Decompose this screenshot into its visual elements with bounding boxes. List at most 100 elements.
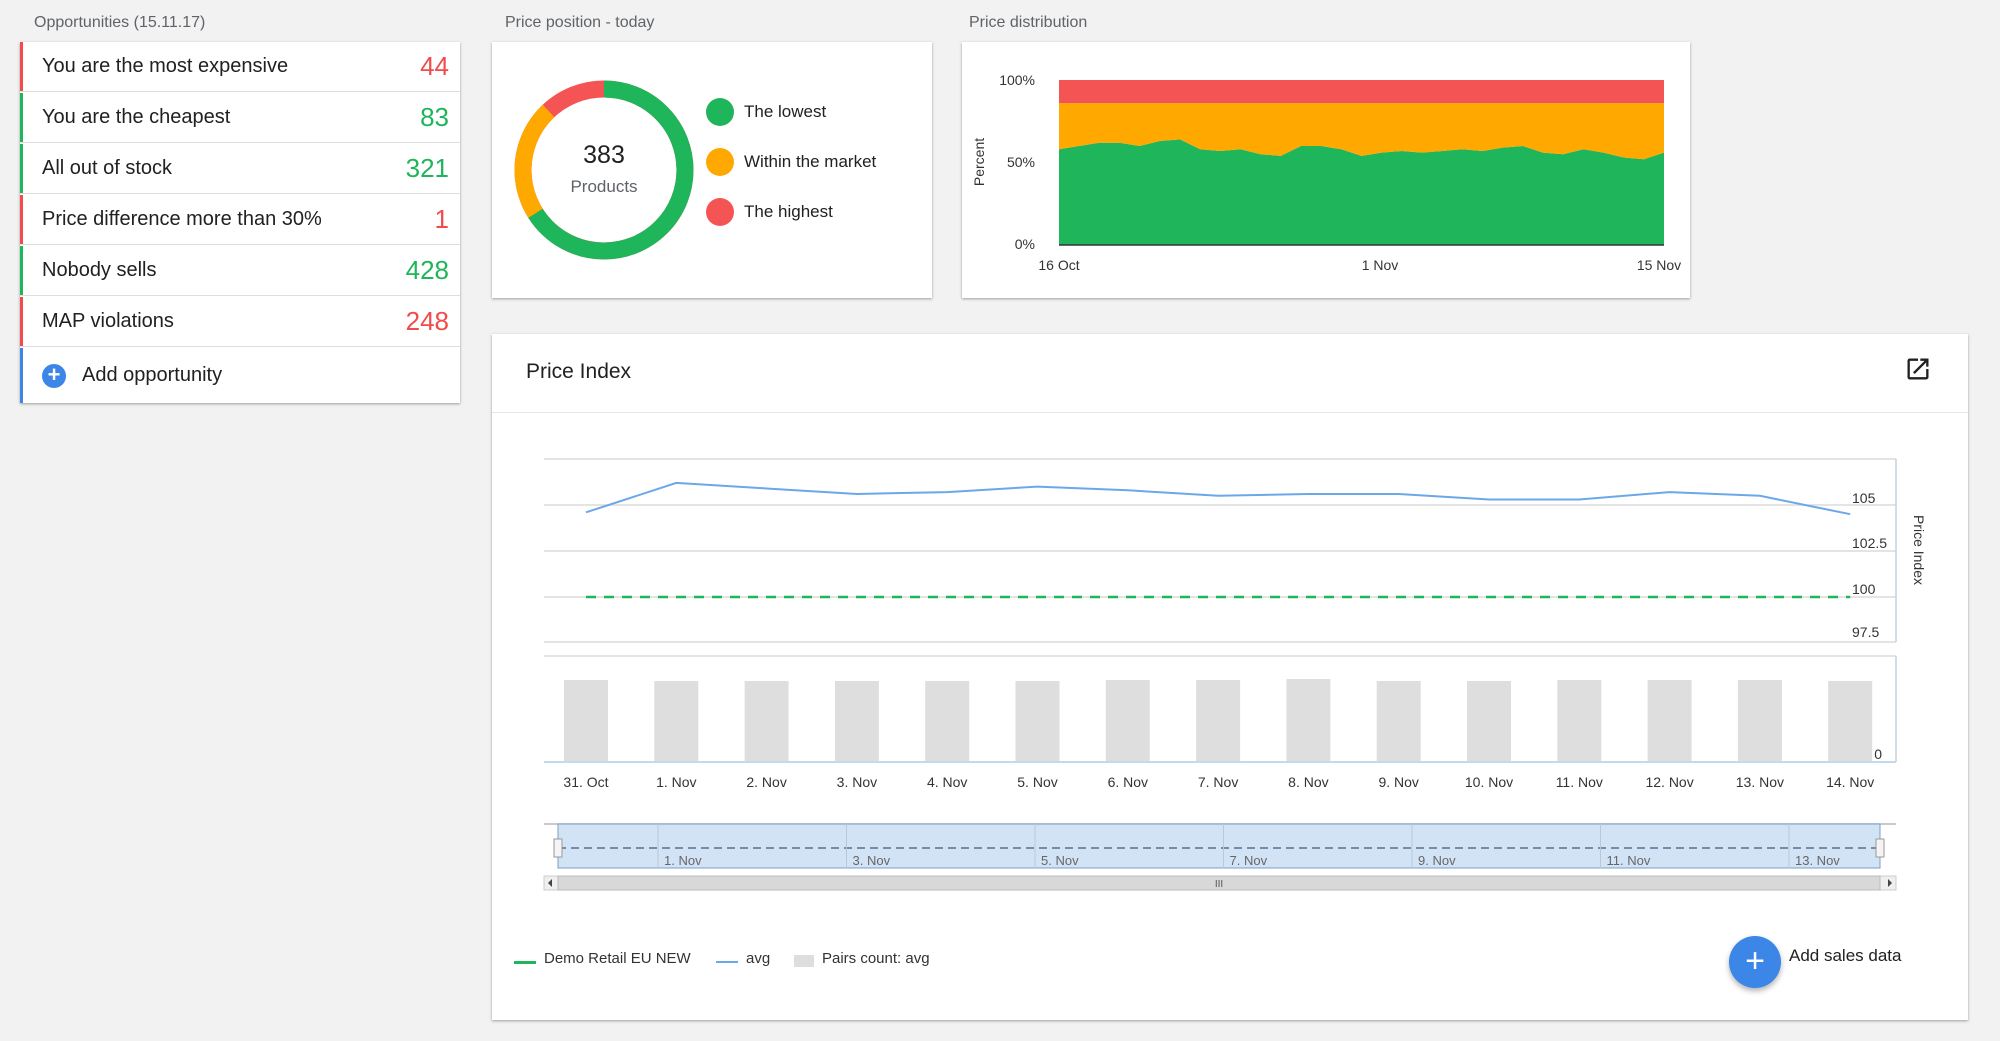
pairs-count-bar[interactable]: [1105, 680, 1150, 762]
row-indicator: [20, 195, 23, 244]
opportunity-row-map-violations[interactable]: MAP violations 248: [20, 297, 460, 347]
x-tick-label: 2. Nov: [746, 774, 786, 790]
opportunity-row-out-of-stock[interactable]: All out of stock 321: [20, 144, 460, 194]
pairs-count-bar[interactable]: [1828, 681, 1873, 762]
pairs-count-bar[interactable]: [1376, 681, 1421, 762]
x-tick-label: 11. Nov: [1556, 774, 1603, 790]
x-tick-label: 15 Nov: [1637, 257, 1681, 273]
opportunities-title: Opportunities (15.11.17): [34, 14, 206, 31]
opportunity-label: You are the cheapest: [42, 106, 231, 128]
y-tick-label: 100: [1852, 581, 1876, 597]
add-sales-data-button[interactable]: +: [1729, 936, 1781, 988]
add-opportunity-button[interactable]: + Add opportunity: [20, 348, 460, 403]
pairs-count-bar[interactable]: [654, 681, 699, 762]
pairs-count-bar[interactable]: [1557, 680, 1602, 762]
legend-label: Demo Retail EU NEW: [544, 950, 691, 967]
y-axis-title: Price Index: [1911, 515, 1927, 585]
grid: [544, 458, 1896, 657]
scroll-right-arrow-icon[interactable]: [1888, 879, 1892, 887]
pairs-count-bar[interactable]: [1737, 680, 1782, 762]
row-indicator: [20, 246, 23, 295]
price-distribution-card: 100% 50% 0% Percent 16 Oct 1 Nov 15 Nov: [962, 42, 1690, 298]
x-tick-label: 10. Nov: [1465, 774, 1513, 790]
area-series-the-lowest: [1059, 139, 1664, 245]
legend-box-swatch: [794, 955, 814, 967]
price-position-title: Price position - today: [505, 14, 655, 31]
x-tick-label: 14. Nov: [1826, 774, 1874, 790]
row-indicator: [20, 348, 23, 403]
legend-line-swatch: [716, 961, 738, 963]
pairs-count-bar[interactable]: [1647, 680, 1692, 762]
navigator-selection[interactable]: [557, 823, 1881, 869]
plus-icon: +: [1745, 942, 1765, 980]
legend-label: Pairs count: avg: [822, 950, 930, 967]
navigator-label: 1. Nov: [664, 853, 702, 868]
range-navigator[interactable]: 1. Nov 3. Nov 5. Nov 7. Nov 9. Nov 11. Nov 13.…: [543, 823, 1897, 891]
row-indicator: [20, 144, 23, 193]
legend-label-highest[interactable]: The highest: [744, 202, 833, 221]
header-divider: [492, 412, 1968, 413]
x-tick-label: 12. Nov: [1645, 774, 1693, 790]
x-tick-label: 7. Nov: [1198, 774, 1238, 790]
navigator-right-handle[interactable]: [1875, 838, 1885, 858]
plus-icon: +: [42, 363, 66, 388]
x-tick-label: 31. Oct: [563, 774, 608, 790]
price-index-card: Price Index 105 102.5 100 97.5 Price Ind…: [492, 334, 1968, 1020]
legend-label-lowest[interactable]: The lowest: [744, 102, 827, 121]
scroll-left-arrow-icon[interactable]: [548, 879, 552, 887]
pairs-count-bar[interactable]: [744, 681, 789, 762]
legend-dot-highest: [706, 198, 734, 226]
donut-total: 383: [583, 141, 625, 169]
y-axis-label: Percent: [971, 138, 987, 186]
price-position-card: 383 Products The lowest Within the marke…: [492, 42, 932, 298]
scrollbar-grip-icon: III: [1215, 879, 1223, 890]
open-external-icon[interactable]: [1904, 355, 1932, 383]
pairs-count-bar[interactable]: [1196, 680, 1241, 762]
opportunity-count: 248: [405, 306, 449, 336]
y-tick-label: 50%: [1007, 154, 1035, 170]
price-position-donut: 383 Products: [514, 80, 694, 260]
navigator-label: 9. Nov: [1418, 853, 1456, 868]
add-sales-data-label[interactable]: Add sales data: [1789, 946, 1902, 965]
y-tick-label: 102.5: [1852, 535, 1887, 551]
pairs-count-bar[interactable]: [834, 681, 879, 762]
add-opportunity-label: Add opportunity: [82, 364, 223, 386]
legend-line-swatch: [514, 961, 536, 964]
price-index-title: Price Index: [526, 360, 632, 383]
opportunity-label: Price difference more than 30%: [42, 208, 322, 230]
opportunity-row-nobody-sells[interactable]: Nobody sells 428: [20, 246, 460, 296]
navigator-label: 5. Nov: [1041, 853, 1079, 868]
opportunity-count: 321: [405, 153, 449, 183]
navigator-label: 11. Nov: [1607, 853, 1651, 868]
opportunity-count: 428: [405, 255, 449, 285]
pairs-count-bar[interactable]: [925, 681, 970, 762]
price-index-chart: 105 102.5 100 97.5 Price Index 0 31. Oct…: [543, 458, 1927, 891]
opportunity-label: MAP violations: [42, 310, 174, 332]
legend-dot-lowest: [706, 98, 734, 126]
legend-dot-within: [706, 148, 734, 176]
navigator-scrollbar-thumb[interactable]: [557, 875, 1881, 891]
area-series-within-the-market: [1059, 103, 1664, 160]
price-distribution-chart: 100% 50% 0% Percent 16 Oct 1 Nov 15 Nov: [971, 72, 1681, 273]
x-tick-label: 4. Nov: [927, 774, 967, 790]
x-tick-label: 13. Nov: [1736, 774, 1784, 790]
opportunity-row-most-expensive[interactable]: You are the most expensive 44: [20, 42, 460, 92]
x-tick-label: 1 Nov: [1362, 257, 1399, 273]
legend-label: avg: [746, 950, 771, 967]
pairs-count-bar[interactable]: [1286, 679, 1331, 762]
x-tick-label: 1. Nov: [656, 774, 696, 790]
pairs-count-bar[interactable]: [1467, 681, 1511, 762]
x-tick-label: 6. Nov: [1108, 774, 1148, 790]
pairs-count-bar[interactable]: [1015, 681, 1060, 762]
navigator-left-handle[interactable]: [553, 838, 563, 858]
opportunity-row-cheapest[interactable]: You are the cheapest 83: [20, 93, 460, 143]
x-tick-label: 3. Nov: [837, 774, 877, 790]
donut-total-label: Products: [570, 177, 637, 196]
opportunity-row-price-difference[interactable]: Price difference more than 30% 1: [20, 195, 460, 245]
opportunity-label: You are the most expensive: [42, 55, 289, 77]
legend-label-within[interactable]: Within the market: [744, 152, 877, 171]
pairs-count-bar[interactable]: [564, 680, 608, 762]
opportunity-label: Nobody sells: [42, 259, 157, 281]
row-indicator: [20, 93, 23, 142]
avg-series-line: [585, 481, 1851, 516]
